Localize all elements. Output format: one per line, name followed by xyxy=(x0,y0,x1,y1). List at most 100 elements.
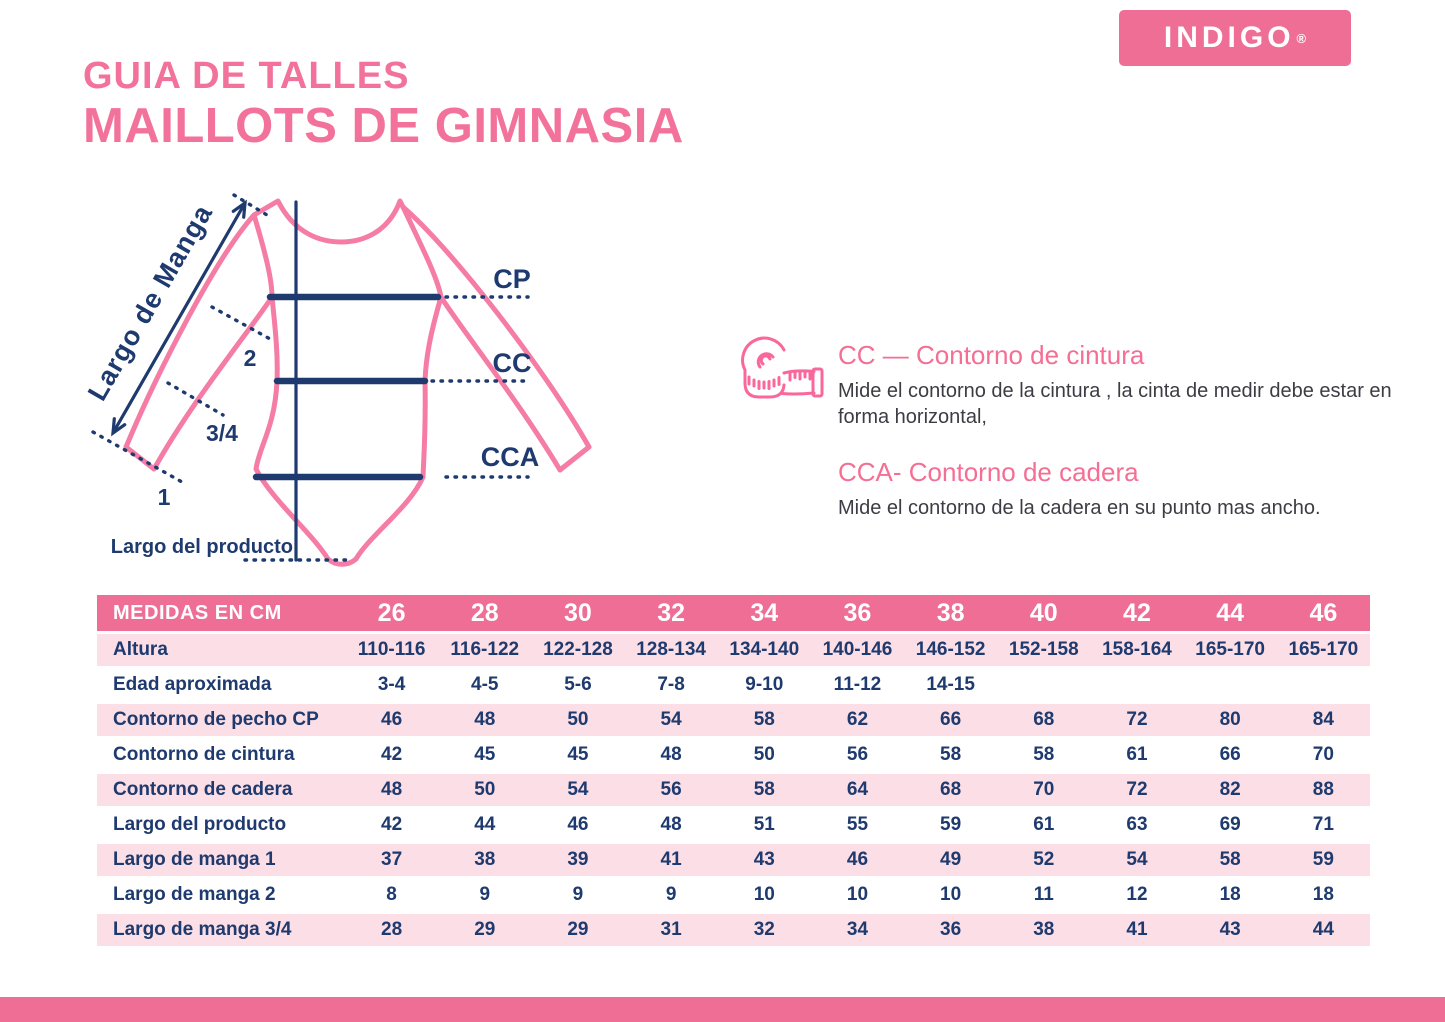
cell-value: 18 xyxy=(1219,884,1241,905)
cell-value: 55 xyxy=(846,814,869,835)
cca-label: CCA xyxy=(481,442,540,472)
cell-value: 11-12 xyxy=(833,674,882,695)
cell-value: 58 xyxy=(1219,849,1241,870)
cell-value: 45 xyxy=(474,744,496,765)
cell-value: 70 xyxy=(1312,744,1334,765)
cca-info-heading: CCA- Contorno de cadera xyxy=(838,456,1139,487)
cell-value: 9 xyxy=(572,884,584,905)
cell-value: 54 xyxy=(660,709,682,730)
cell-value: 42 xyxy=(381,744,403,765)
table-row: Altura 110-116 116-122 122-128 128-134 134-14… xyxy=(97,634,1370,666)
cell-value: 146-152 xyxy=(915,639,986,660)
cell-value: 38 xyxy=(1033,919,1055,940)
cell-value: 9 xyxy=(665,884,677,905)
row-label: Largo de manga 2 xyxy=(113,884,276,905)
cell-value: 61 xyxy=(1126,744,1148,765)
cell-value: 12 xyxy=(1126,884,1148,905)
table-row: Contorno de cadera 48 50 54 56 58 64 68 70 72 82 88 xyxy=(97,774,1370,806)
cell-value: 59 xyxy=(940,814,962,835)
cell-value: 152-158 xyxy=(1008,639,1079,660)
cell-value: 110-116 xyxy=(357,639,426,660)
table-title-cell: MEDIDAS EN CM xyxy=(113,601,282,624)
row-label: Largo de manga 3/4 xyxy=(113,919,292,940)
cell-value: 66 xyxy=(1219,744,1241,765)
table-row: Largo de manga 3/4 28 29 29 31 32 34 36 38 41 43 44 xyxy=(97,914,1370,946)
cell-value: 51 xyxy=(753,814,775,835)
cell-value: 58 xyxy=(753,779,775,800)
cell-value: 56 xyxy=(846,744,869,765)
cell-value xyxy=(1184,669,1277,701)
size-table-body: Altura 110-116 116-122 122-128 128-134 134-14… xyxy=(97,634,1370,946)
cell-value: 66 xyxy=(940,709,962,730)
cell-value: 48 xyxy=(660,744,682,765)
cell-value: 49 xyxy=(940,849,962,870)
cell-value: 48 xyxy=(474,709,496,730)
size-column-header: 32 xyxy=(657,598,685,627)
cell-value xyxy=(997,669,1090,701)
cell-value: 42 xyxy=(381,814,403,835)
row-label: Contorno de cadera xyxy=(113,779,293,800)
size-column-header: 30 xyxy=(564,598,592,627)
sleeve-length-arrow xyxy=(111,199,247,437)
table-row: Contorno de pecho CP 46 48 50 54 58 62 66 68 72 80… xyxy=(97,704,1370,736)
cell-value: 63 xyxy=(1126,814,1148,835)
cell-value: 10 xyxy=(753,884,775,905)
cell-value: 18 xyxy=(1312,884,1334,905)
cell-value: 54 xyxy=(567,779,589,800)
cell-value: 29 xyxy=(474,919,496,940)
cell-value: 68 xyxy=(1033,709,1055,730)
cell-value: 72 xyxy=(1126,709,1148,730)
cell-value: 7-8 xyxy=(657,674,685,695)
size-table-header: MEDIDAS EN CM 26 28 30 32 34 36 38 40 42 44 46 xyxy=(97,595,1370,631)
cell-value: 69 xyxy=(1219,814,1241,835)
cca-info-block: CCA- Contorno de cadera Mide el contorno… xyxy=(838,456,1423,521)
cell-value: 165-170 xyxy=(1288,639,1359,660)
row-label: Largo de manga 1 xyxy=(113,849,276,870)
cell-value: 122-128 xyxy=(543,639,613,660)
cell-value: 84 xyxy=(1312,709,1334,730)
row-label: Contorno de pecho CP xyxy=(113,709,319,730)
cp-label: CP xyxy=(493,264,531,294)
cell-value: 52 xyxy=(1033,849,1055,870)
sleeve-mark-2: 2 xyxy=(244,345,257,371)
cell-value: 70 xyxy=(1033,779,1055,800)
cca-info-description: Mide el contorno de la cadera en su punt… xyxy=(838,496,1321,519)
cell-value: 48 xyxy=(660,814,682,835)
cell-value: 54 xyxy=(1126,849,1148,870)
cell-value: 58 xyxy=(1033,744,1055,765)
size-column-header: 46 xyxy=(1309,598,1338,627)
cell-value: 32 xyxy=(753,919,775,940)
cell-value: 10 xyxy=(846,884,869,905)
cell-value: 44 xyxy=(1312,919,1334,940)
size-column-header: 42 xyxy=(1123,598,1151,627)
cell-value: 72 xyxy=(1126,779,1148,800)
cell-value: 158-164 xyxy=(1102,639,1172,660)
cc-info-description: Mide el contorno de la cintura , la cint… xyxy=(838,379,1392,429)
cc-info-heading: CC — Contorno de cintura xyxy=(838,340,1145,370)
page-subtitle: GUIA DE TALLES xyxy=(83,55,410,97)
page-title: MAILLOTS DE GIMNASIA xyxy=(83,98,684,153)
cell-value: 61 xyxy=(1033,814,1055,835)
cell-value: 116-122 xyxy=(450,639,520,660)
size-column-header: 36 xyxy=(843,598,872,627)
size-column-header: 28 xyxy=(470,598,499,627)
cell-value: 82 xyxy=(1219,779,1241,800)
logo-text: INDIGO xyxy=(1163,21,1295,54)
title-block: GUIA DE TALLES MAILLOTS DE GIMNASIA xyxy=(83,55,684,153)
cell-value: 9 xyxy=(479,884,491,905)
table-row: Contorno de cintura 42 45 45 48 50 56 58 58 61 66 7… xyxy=(97,739,1370,771)
sleeve-mark-1: 1 xyxy=(158,484,171,510)
cc-label: CC xyxy=(493,348,532,378)
cell-value: 41 xyxy=(660,849,682,870)
cell-value: 56 xyxy=(660,779,682,800)
cell-value: 31 xyxy=(660,919,682,940)
cell-value: 46 xyxy=(381,709,403,730)
cell-value: 38 xyxy=(474,849,496,870)
product-length-label: Largo del producto xyxy=(111,536,293,558)
cell-value: 41 xyxy=(1126,919,1148,940)
table-row: Largo del producto 42 44 46 48 51 55 59 61 63 69 71 xyxy=(97,809,1370,841)
cell-value: 9-10 xyxy=(745,674,784,695)
cell-value: 140-146 xyxy=(822,639,893,660)
size-column-header: 34 xyxy=(750,598,779,627)
